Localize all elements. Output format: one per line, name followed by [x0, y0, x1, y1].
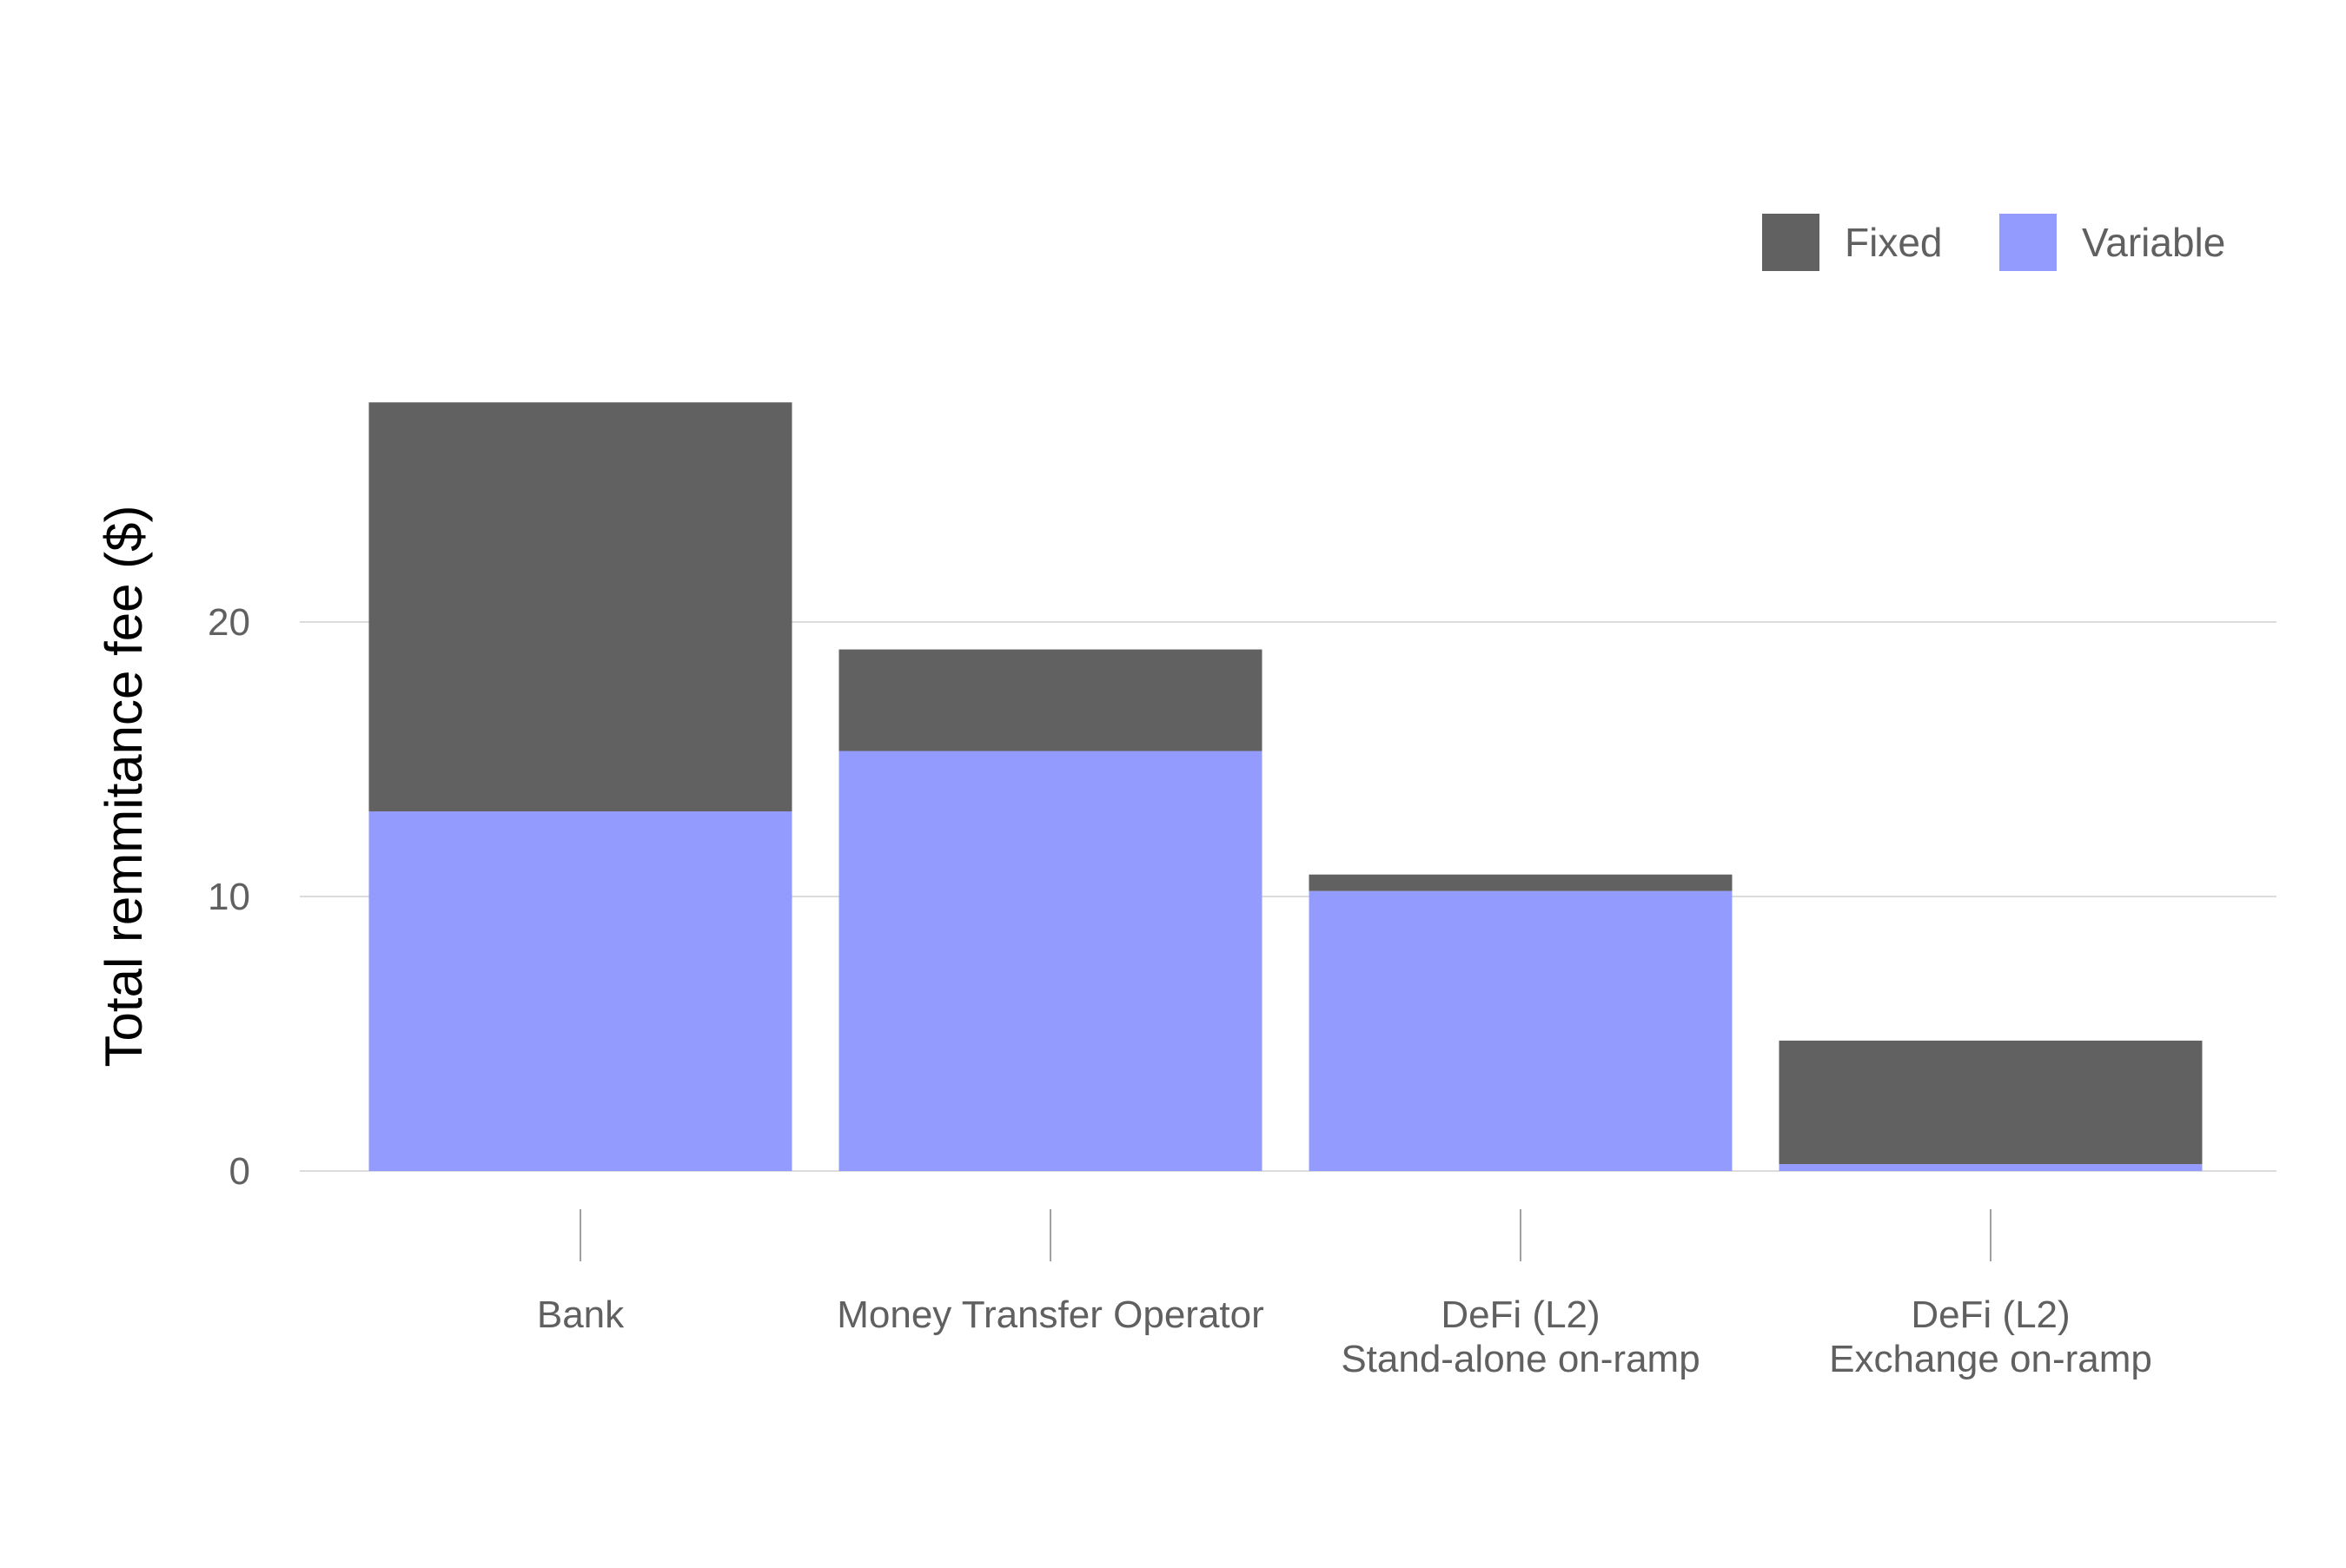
legend-label-variable: Variable [2082, 220, 2225, 265]
y-tick-label-0: 0 [229, 1150, 250, 1193]
bar-variable-3 [1779, 1164, 2203, 1171]
legend-label-fixed: Fixed [1845, 220, 1942, 265]
bar-fixed-1 [838, 649, 1262, 751]
bars [368, 402, 2203, 1171]
y-tick-label-20: 20 [208, 601, 250, 644]
legend-swatch-fixed [1762, 214, 1819, 271]
axes: 0 10 20 Bank Money Transfer Operator DeFi (L2… [208, 601, 2152, 1380]
y-axis-title: Total remmitance fee ($) [95, 506, 153, 1068]
bar-variable-0 [368, 811, 792, 1171]
bar-fixed-0 [368, 402, 792, 812]
bar-fixed-3 [1779, 1040, 2203, 1165]
legend: Fixed Variable [1762, 214, 2225, 271]
bar-variable-2 [1309, 890, 1733, 1171]
x-tick-label-3-line-2: Exchange on-ramp [1829, 1338, 2152, 1380]
x-tick-label-3-line-1: DeFi (L2) [1911, 1293, 2070, 1336]
y-tick-label-10: 10 [208, 876, 250, 918]
bar-fixed-2 [1309, 874, 1733, 891]
x-tick-label-0: Bank [537, 1293, 625, 1336]
x-tick-label-1: Money Transfer Operator [837, 1293, 1264, 1336]
legend-swatch-variable [1999, 214, 2057, 271]
bar-variable-1 [838, 751, 1262, 1171]
x-tick-label-2-line-2: Stand-alone on-ramp [1341, 1338, 1700, 1380]
x-tick-label-2-line-1: DeFi (L2) [1441, 1293, 1600, 1336]
